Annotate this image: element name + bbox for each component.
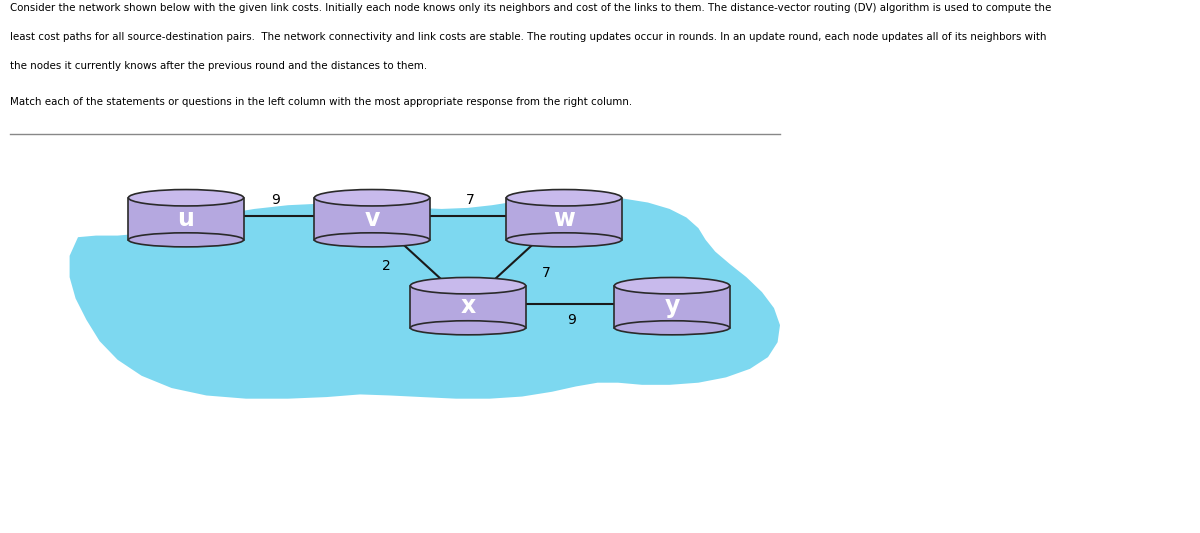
Ellipse shape [506, 190, 622, 206]
Ellipse shape [614, 278, 730, 294]
Bar [128, 198, 244, 240]
Text: u: u [178, 206, 194, 231]
Ellipse shape [314, 233, 430, 247]
Bar [506, 198, 622, 240]
Text: 7: 7 [541, 266, 551, 280]
Ellipse shape [506, 233, 622, 247]
Bar [314, 198, 430, 240]
Text: 7: 7 [466, 193, 475, 207]
Polygon shape [70, 196, 780, 399]
Ellipse shape [410, 321, 526, 335]
Text: w: w [553, 206, 575, 231]
Text: 9: 9 [566, 313, 576, 327]
Bar [614, 286, 730, 328]
Ellipse shape [614, 321, 730, 335]
Bar [410, 286, 526, 328]
Text: Match each of the statements or questions in the left column with the most appro: Match each of the statements or question… [10, 97, 631, 107]
Ellipse shape [410, 278, 526, 294]
Text: 9: 9 [271, 193, 281, 207]
Ellipse shape [128, 233, 244, 247]
Text: x: x [461, 294, 475, 319]
Text: Consider the network shown below with the given link costs. Initially each node : Consider the network shown below with th… [10, 3, 1051, 13]
Ellipse shape [128, 190, 244, 206]
Text: the nodes it currently knows after the previous round and the distances to them.: the nodes it currently knows after the p… [10, 61, 427, 71]
Text: v: v [365, 206, 379, 231]
Text: 2: 2 [382, 260, 391, 273]
Ellipse shape [314, 190, 430, 206]
Text: y: y [665, 294, 679, 319]
Text: least cost paths for all source-destination pairs.  The network connectivity and: least cost paths for all source-destinat… [10, 32, 1046, 42]
